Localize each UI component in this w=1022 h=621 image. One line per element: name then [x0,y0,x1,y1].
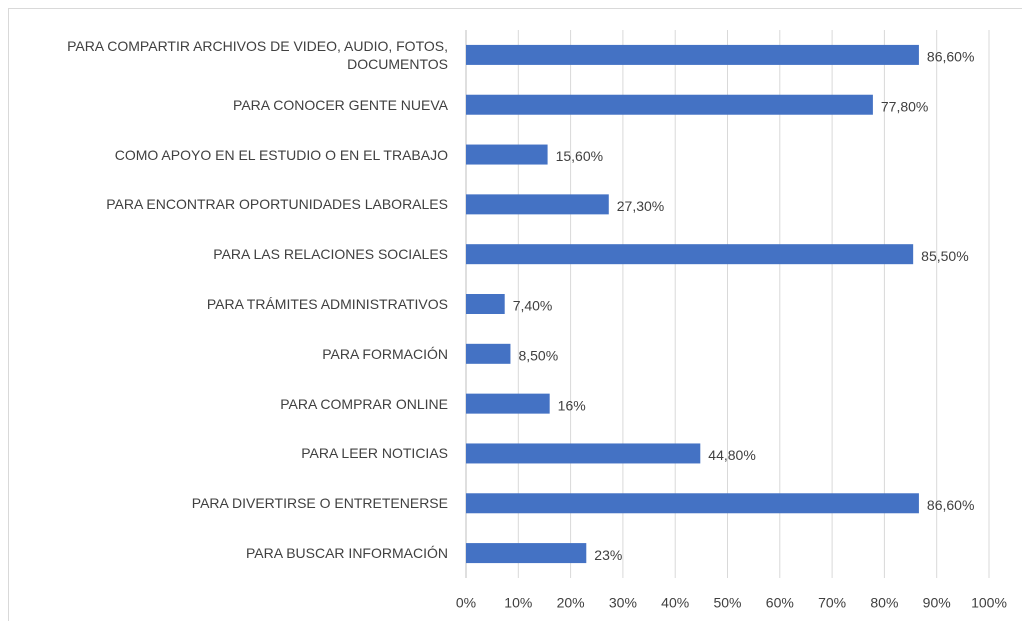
chart-frame [8,8,1022,621]
x-tick-label: 30% [609,595,637,611]
value-label: 16% [558,397,586,413]
x-tick-label: 90% [923,595,951,611]
y-tick-label: PARA FORMACIÓN [322,345,448,362]
x-tick-label: 70% [818,595,846,611]
bar [466,443,701,464]
bar [466,493,919,514]
x-tick-label: 10% [504,595,532,611]
value-label: 85,50% [921,248,968,264]
y-tick-label: PARA LAS RELACIONES SOCIALES [213,246,448,263]
value-label: 7,40% [513,298,553,314]
x-tick-label: 0% [456,595,476,611]
y-tick-label: PARA BUSCAR INFORMACIÓN [246,545,448,562]
x-tick-label: 100% [971,595,1007,611]
y-tick-label: COMO APOYO EN EL ESTUDIO O EN EL TRABAJO [114,146,448,163]
bar [466,194,609,215]
x-tick-label: 60% [766,595,794,611]
x-tick-label: 40% [661,595,689,611]
value-label: 23% [594,547,622,563]
bar [466,543,587,564]
y-tick-label: PARA COMPARTIR ARCHIVOS DE VIDEO, AUDIO,… [67,37,448,72]
y-tick-label: PARA TRÁMITES ADMINISTRATIVOS [206,296,448,312]
value-label: 27,30% [617,198,664,214]
bar [466,393,550,414]
bar [466,144,548,165]
bar [466,343,511,364]
y-tick-label: PARA LEER NOTICIAS [301,445,448,462]
bar [466,44,919,65]
bar [466,294,505,314]
y-tick-label: PARA ENCONTRAR OPORTUNIDADES LABORALES [106,196,448,213]
y-tick-label: PARA CONOCER GENTE NUEVA [233,96,448,113]
value-label: 86,60% [927,497,974,513]
y-tick-label: PARA DIVERTIRSE O ENTRETENERSE [191,495,448,512]
bar [466,244,914,265]
x-tick-label: 20% [557,595,585,611]
x-tick-label: 50% [713,595,741,611]
value-label: 86,60% [927,49,974,65]
value-label: 15,60% [556,148,603,164]
value-label: 8,50% [518,348,558,364]
value-label: 44,80% [708,447,755,463]
value-label: 77,80% [881,98,928,114]
y-tick-label: PARA COMPRAR ONLINE [280,395,448,412]
x-tick-label: 80% [870,595,898,611]
bar [466,94,873,115]
